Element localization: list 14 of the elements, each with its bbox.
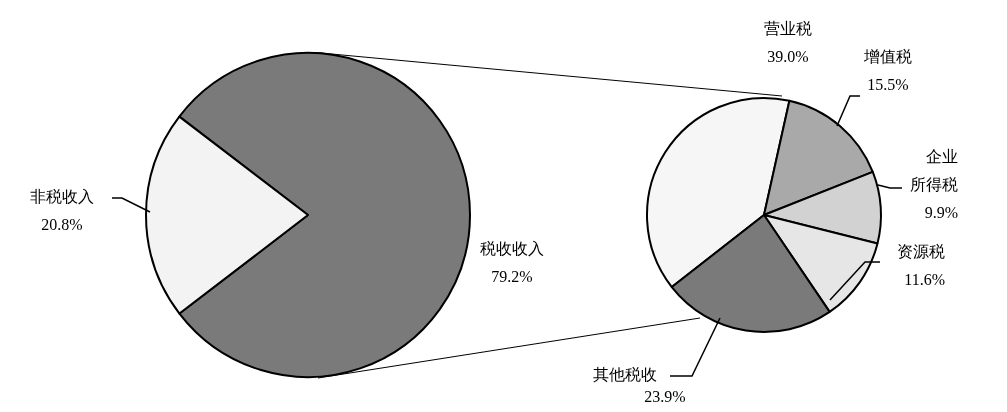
- slice-label: 非税收入: [30, 188, 94, 206]
- data-label: 20.8%: [41, 216, 83, 234]
- data-label: 11.6%: [904, 271, 945, 289]
- slice-label: 税收收入: [480, 240, 544, 258]
- slice-label: 企业所得税: [910, 148, 958, 194]
- slice-label: 其他税收: [593, 366, 657, 384]
- slice-label: 营业税: [764, 20, 812, 38]
- slice-label: 增值税: [863, 48, 912, 66]
- slice-label: 资源税: [897, 243, 945, 261]
- data-label: 15.5%: [867, 76, 909, 94]
- data-label: 39.0%: [767, 48, 809, 66]
- data-label: 9.9%: [924, 204, 958, 222]
- data-label: 79.2%: [491, 268, 533, 286]
- data-label: 23.9%: [644, 388, 686, 406]
